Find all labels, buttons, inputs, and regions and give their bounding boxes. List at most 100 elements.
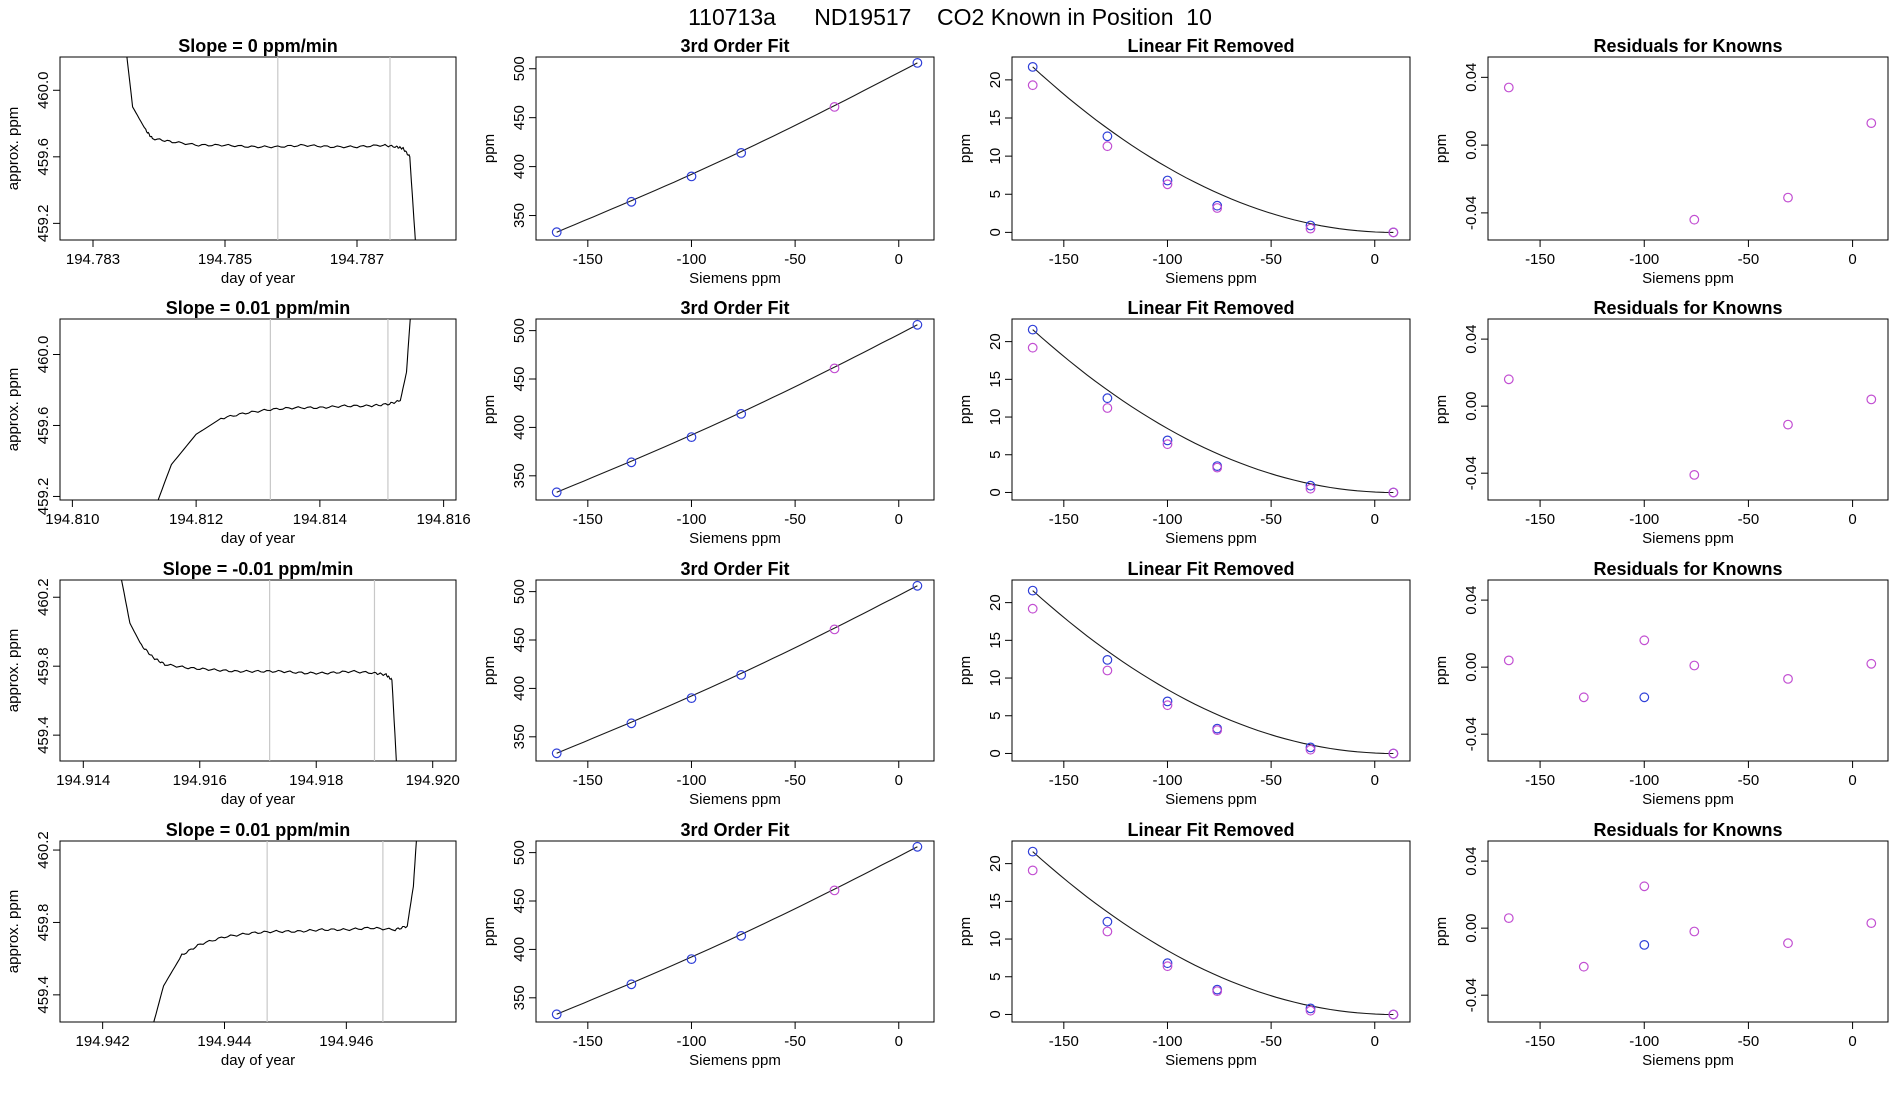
x-tick-label: 194.944 bbox=[197, 1033, 251, 1050]
chart-title: 3rd Order Fit bbox=[680, 559, 789, 579]
plot-frame bbox=[535, 579, 935, 762]
y-tick-label: -0.04 bbox=[1463, 196, 1480, 230]
x-tick-label: -50 bbox=[1260, 251, 1282, 268]
x-tick-label: -150 bbox=[573, 251, 603, 268]
plot-area bbox=[1027, 62, 1399, 238]
x-axis-label: Siemens ppm bbox=[1642, 530, 1734, 547]
magenta-data-point bbox=[1212, 986, 1223, 996]
x-tick-label: -50 bbox=[784, 772, 806, 789]
x-tick-label: 194.785 bbox=[198, 251, 252, 268]
plot-area bbox=[1027, 846, 1399, 1020]
blue-data-point bbox=[551, 748, 562, 759]
y-axis-label: ppm bbox=[481, 656, 498, 685]
magenta-data-point bbox=[1866, 658, 1877, 669]
chart-panel: Residuals for Knowns -150 -100 -50 0 -0.04 0.0… bbox=[1433, 820, 1889, 1069]
magenta-data-point bbox=[1212, 462, 1223, 473]
x-tick-label: -100 bbox=[1152, 1033, 1182, 1050]
x-tick-label: -150 bbox=[1525, 1033, 1555, 1050]
x-tick-label: -100 bbox=[1629, 251, 1659, 268]
plot-frame bbox=[1011, 840, 1411, 1023]
x-tick-label: 194.812 bbox=[169, 511, 223, 528]
y-tick-label: 450 bbox=[511, 888, 528, 913]
blue-data-point bbox=[1027, 846, 1038, 857]
x-axis-label: Siemens ppm bbox=[689, 1052, 781, 1069]
x-tick-label: 194.942 bbox=[76, 1033, 130, 1050]
blue-data-point bbox=[736, 931, 747, 941]
x-tick-label: -50 bbox=[784, 1033, 806, 1050]
blue-data-point bbox=[1162, 435, 1173, 446]
magenta-data-point bbox=[1866, 394, 1877, 405]
plot-area bbox=[153, 841, 417, 1022]
plot-frame bbox=[59, 840, 457, 1023]
y-axis-label: ppm bbox=[1433, 917, 1450, 946]
chart-title: Linear Fit Removed bbox=[1127, 36, 1294, 56]
magenta-data-point bbox=[1503, 655, 1514, 666]
x-tick-label: -100 bbox=[676, 1033, 706, 1050]
y-tick-label: 350 bbox=[511, 463, 528, 488]
magenta-data-point bbox=[829, 885, 840, 896]
x-tick-label: 194.918 bbox=[289, 772, 343, 789]
x-tick-label: -100 bbox=[1152, 251, 1182, 268]
magenta-data-point bbox=[1783, 192, 1793, 203]
chart-title: Slope = -0.01 ppm/min bbox=[163, 559, 354, 579]
magenta-data-point bbox=[1783, 419, 1793, 430]
plot-area bbox=[551, 841, 923, 1020]
blue-data-point bbox=[1027, 585, 1038, 596]
plot-frame bbox=[1011, 579, 1411, 762]
x-tick-label: 0 bbox=[1371, 772, 1379, 789]
y-axis-label: ppm bbox=[957, 917, 974, 946]
y-tick-label: 400 bbox=[511, 154, 528, 179]
magenta-data-point bbox=[1689, 214, 1700, 225]
blue-data-point bbox=[1102, 131, 1113, 142]
magenta-data-point bbox=[1102, 926, 1113, 937]
y-tick-label: 400 bbox=[511, 937, 528, 962]
x-tick-label: 0 bbox=[1371, 251, 1379, 268]
magenta-data-point bbox=[1388, 487, 1399, 498]
y-tick-label: 15 bbox=[987, 371, 1004, 388]
blue-data-point bbox=[686, 171, 697, 182]
y-tick-label: 0.04 bbox=[1463, 847, 1480, 876]
magenta-data-point bbox=[1305, 744, 1316, 755]
x-axis-label: Siemens ppm bbox=[689, 791, 781, 808]
y-tick-label: 450 bbox=[511, 627, 528, 652]
y-tick-label: 0 bbox=[987, 749, 1004, 757]
x-tick-label: 194.787 bbox=[330, 251, 384, 268]
y-tick-label: 400 bbox=[511, 676, 528, 701]
chart-panel: Linear Fit Removed -150 -100 -50 0 0 5 10 15 20 Si… bbox=[957, 559, 1411, 808]
y-tick-label: 500 bbox=[511, 318, 528, 343]
blue-data-point bbox=[626, 196, 637, 207]
magenta-data-point bbox=[1578, 961, 1589, 972]
y-axis-label: ppm bbox=[1433, 656, 1450, 685]
x-axis-label: Siemens ppm bbox=[1642, 1052, 1734, 1069]
x-tick-label: -150 bbox=[573, 772, 603, 789]
y-tick-label: 459.2 bbox=[35, 205, 52, 243]
y-tick-label: 20 bbox=[987, 72, 1004, 89]
plot-area bbox=[1027, 585, 1399, 759]
magenta-data-point bbox=[1027, 80, 1038, 91]
y-tick-label: 459.8 bbox=[35, 904, 52, 942]
magenta-data-point bbox=[1162, 700, 1173, 711]
y-tick-label: 350 bbox=[511, 203, 528, 228]
y-axis-label: ppm bbox=[957, 395, 974, 424]
x-tick-label: 0 bbox=[1848, 251, 1856, 268]
chart-panel: 3rd Order Fit -150 -100 -50 0 350 400 450 500 Sie… bbox=[481, 36, 935, 287]
chart-title: Residuals for Knowns bbox=[1593, 298, 1782, 318]
fit-curve bbox=[1032, 329, 1394, 494]
y-tick-label: 460.0 bbox=[35, 71, 52, 109]
y-axis-label: ppm bbox=[481, 134, 498, 163]
chart-panel: Residuals for Knowns -150 -100 -50 0 -0.04 0.0… bbox=[1433, 298, 1889, 547]
signal-trace bbox=[157, 319, 411, 500]
chart-panel: Linear Fit Removed -150 -100 -50 0 0 5 10 15 20 Si… bbox=[957, 820, 1411, 1069]
y-tick-label: 0 bbox=[987, 228, 1004, 236]
y-tick-label: 0.00 bbox=[1463, 131, 1480, 160]
plot-area bbox=[126, 57, 416, 240]
plot-area bbox=[1503, 82, 1877, 225]
x-tick-label: 0 bbox=[1848, 1033, 1856, 1050]
magenta-data-point bbox=[1305, 223, 1316, 234]
x-axis-label: day of year bbox=[221, 1052, 295, 1069]
x-tick-label: -50 bbox=[784, 511, 806, 528]
plot-area bbox=[1503, 635, 1877, 703]
y-tick-label: 10 bbox=[987, 409, 1004, 426]
